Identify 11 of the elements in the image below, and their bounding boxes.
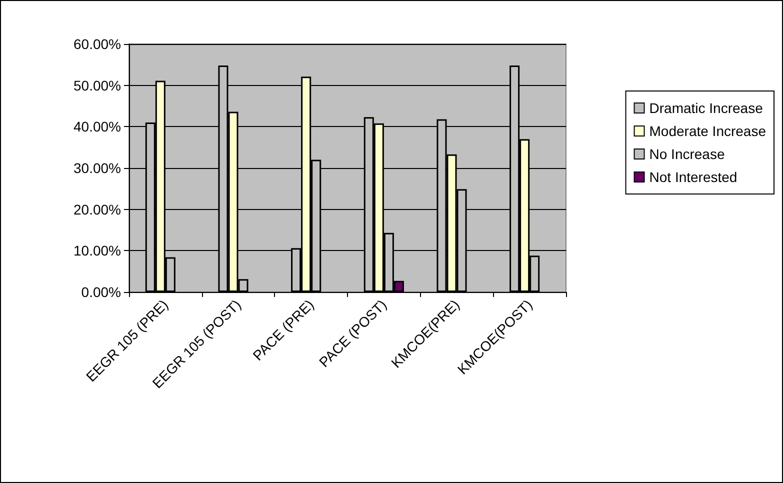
legend-label: Dramatic Increase [649,100,764,116]
legend-label: No Increase [649,146,725,162]
y-tick-label: 40.00% [74,118,121,135]
y-tick-label: 20.00% [74,201,121,218]
legend-label: Moderate Increase [649,123,766,139]
y-tick-label: 0.00% [81,284,121,300]
legend-label: Not Interested [649,169,738,185]
y-tick-label: 60.00% [74,36,121,52]
y-tick-label: 50.00% [74,77,121,94]
y-tick-label: 10.00% [74,242,121,259]
y-tick-label: 30.00% [74,160,121,176]
